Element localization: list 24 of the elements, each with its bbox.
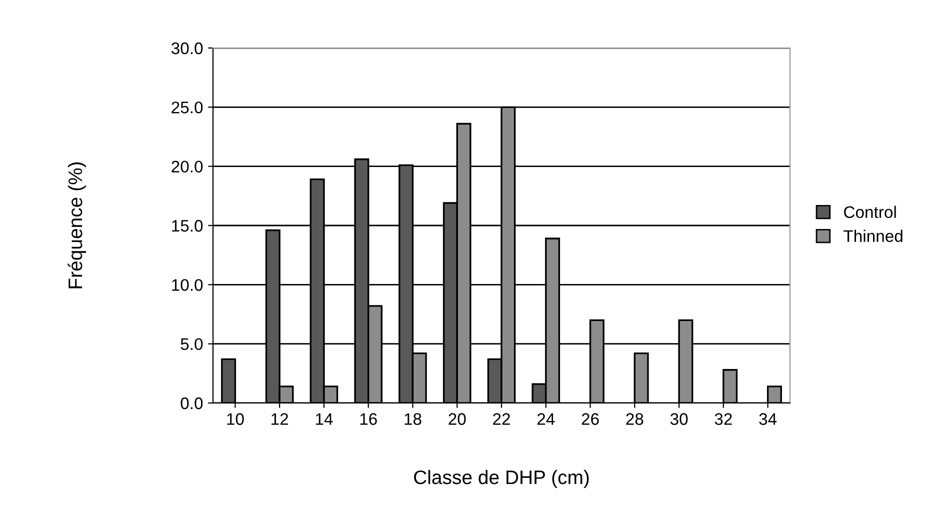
x-tick-label: 18 bbox=[404, 413, 422, 425]
x-tick-label: 12 bbox=[272, 413, 288, 425]
x-axis-title: Classe de DHP (cm) bbox=[414, 470, 589, 488]
y-tick-label: 5.0 bbox=[180, 338, 203, 350]
x-tick-label: 24 bbox=[537, 413, 555, 425]
y-axis-title: Fréquence (%) bbox=[68, 162, 86, 288]
x-tick-label: 20 bbox=[448, 413, 466, 425]
x-tick-label: 16 bbox=[360, 413, 377, 425]
y-tick-label: 0.0 bbox=[180, 397, 203, 410]
x-tick-label: 34 bbox=[759, 413, 777, 425]
x-tick-label: 28 bbox=[626, 413, 644, 425]
legend-label: Thinned bbox=[844, 230, 902, 242]
x-tick-label: 14 bbox=[316, 413, 333, 425]
legend-label: Control bbox=[844, 206, 896, 218]
x-tick-label: 10 bbox=[227, 413, 244, 425]
x-tick-label: 22 bbox=[493, 413, 510, 425]
y-tick-label: 10.0 bbox=[172, 279, 203, 291]
y-tick-label: 15.0 bbox=[172, 220, 203, 232]
y-tick-label: 25.0 bbox=[172, 102, 203, 114]
y-tick-label: 20.0 bbox=[172, 160, 203, 173]
x-tick-label: 32 bbox=[714, 413, 732, 425]
y-tick-label: 30.0 bbox=[171, 42, 203, 54]
x-tick-label: 26 bbox=[582, 413, 599, 425]
x-tick-label: 30 bbox=[670, 413, 688, 425]
